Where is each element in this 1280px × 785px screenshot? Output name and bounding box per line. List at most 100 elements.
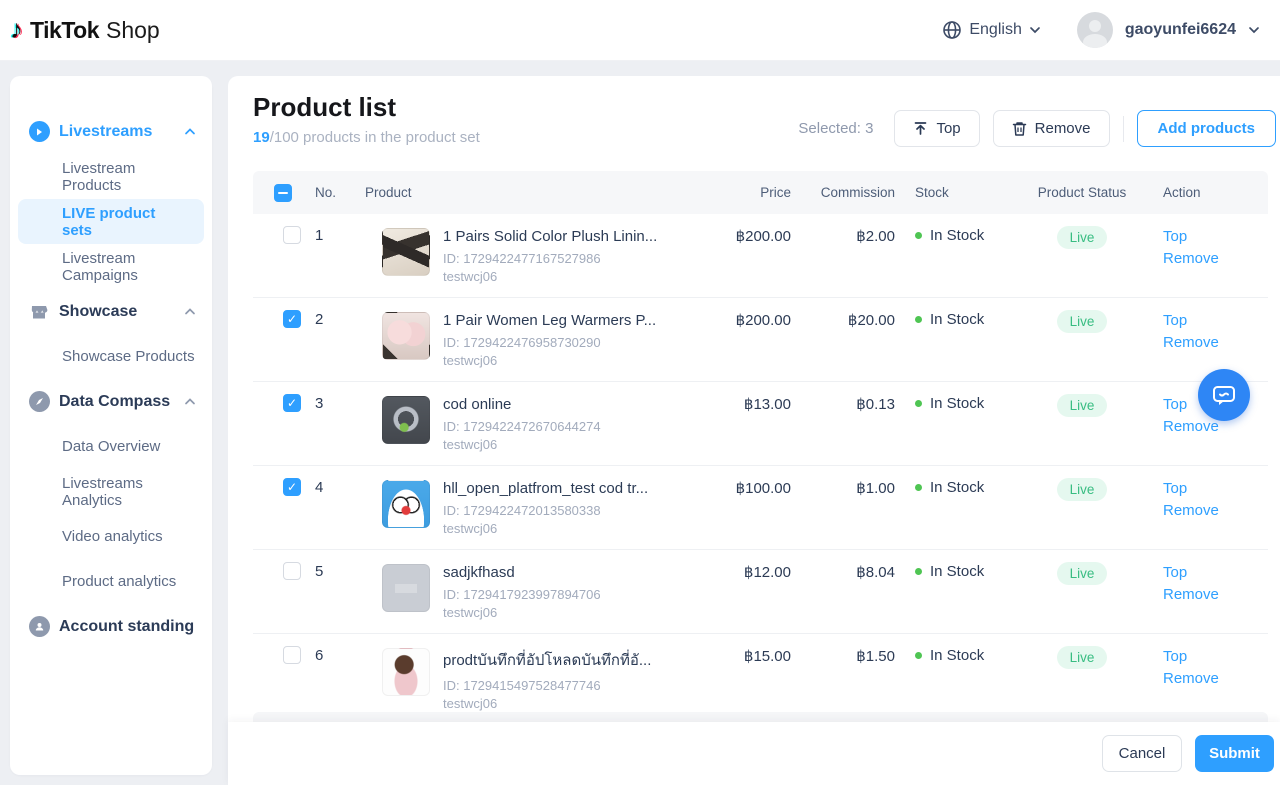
sidebar-section-account-standing[interactable]: Account standing	[10, 604, 212, 649]
section-label: Account standing	[59, 617, 195, 635]
product-cell: cod online ID: 1729422472670644274 testw…	[365, 382, 680, 454]
action-top-link[interactable]: Top	[1163, 396, 1188, 413]
drag-handle[interactable]	[253, 298, 283, 316]
product-name: 1 Pair Women Leg Warmers P...	[443, 312, 657, 329]
action-top-link[interactable]: Top	[1163, 480, 1188, 497]
sidebar-item-livestream-products[interactable]: Livestream Products	[10, 154, 212, 199]
sidebar-section-data-compass[interactable]: Data Compass	[10, 379, 212, 424]
stock-dot-icon	[915, 316, 922, 323]
sidebar-item-data-overview[interactable]: Data Overview	[10, 424, 212, 469]
product-cell: prodtบันทึกที่อัปโหลดบันทึกที่อั... ID: …	[365, 634, 680, 713]
product-shop: testwcj06	[443, 437, 498, 452]
user-menu[interactable]: gaoyunfei6624	[1076, 12, 1260, 48]
chevron-down-icon	[1029, 27, 1040, 34]
sidebar-item-video-analytics[interactable]: Video analytics	[10, 514, 212, 559]
product-shop: testwcj06	[443, 605, 498, 620]
table-row: 5 sadjkfhasd ID: 1729417923997894706 tes…	[253, 550, 1268, 634]
price-cell: ฿200.00	[735, 228, 791, 245]
chevron-up-icon	[185, 397, 195, 404]
table-body: 1 1 Pairs Solid Color Plush Linin... ID:…	[253, 214, 1268, 718]
product-thumbnail	[382, 564, 430, 612]
action-remove-link[interactable]: Remove	[1163, 418, 1219, 435]
row-number: 1	[315, 227, 324, 244]
select-all-checkbox[interactable]	[274, 183, 292, 202]
drag-handle[interactable]	[253, 214, 283, 232]
section-label: Showcase	[59, 302, 138, 320]
remove-button[interactable]: Remove	[992, 110, 1110, 147]
product-name: hll_open_platfrom_test cod tr...	[443, 480, 649, 497]
storefront-icon	[28, 301, 50, 323]
drag-handle[interactable]	[253, 382, 283, 400]
status-badge: Live	[1056, 646, 1108, 669]
item-label: LIVE product sets	[62, 204, 156, 239]
bulk-actions: Selected: 3 Top Remove Add products	[798, 110, 1276, 147]
action-top-link[interactable]: Top	[1163, 648, 1188, 665]
item-label: Product analytics	[62, 573, 177, 590]
row-checkbox[interactable]	[283, 562, 301, 580]
product-id: ID: 1729422476958730290	[443, 335, 601, 350]
table-row: 3 cod online ID: 1729422472670644274 tes…	[253, 382, 1268, 466]
stock-label: In Stock	[930, 563, 985, 580]
cancel-button[interactable]: Cancel	[1102, 735, 1182, 772]
product-cell: hll_open_platfrom_test cod tr... ID: 172…	[365, 466, 680, 538]
row-checkbox[interactable]	[283, 478, 301, 496]
sidebar-item-showcase-products[interactable]: Showcase Products	[10, 334, 212, 379]
row-number: 2	[315, 311, 324, 328]
move-to-top-icon	[915, 122, 927, 135]
row-checkbox[interactable]	[283, 310, 301, 328]
action-remove-link[interactable]: Remove	[1163, 250, 1219, 267]
tiktok-shop-logo[interactable]: ♪ TikTok Shop	[10, 16, 160, 44]
sidebar-section-livestreams[interactable]: Livestreams	[10, 109, 212, 154]
stock-cell: In Stock	[899, 466, 1029, 496]
action-top-link[interactable]: Top	[1163, 564, 1188, 581]
row-checkbox[interactable]	[283, 394, 301, 412]
chat-fab-button[interactable]	[1198, 369, 1250, 421]
sidebar-item-product-analytics[interactable]: Product analytics	[10, 559, 212, 604]
product-id: ID: 1729415497528477746	[443, 678, 601, 693]
action-cell: Top Remove	[1135, 298, 1268, 353]
language-selector[interactable]: English	[942, 20, 1040, 40]
trash-icon	[1012, 121, 1026, 136]
action-remove-link[interactable]: Remove	[1163, 502, 1219, 519]
section-label: Livestreams	[59, 122, 153, 140]
sidebar-item-livestreams-analytics[interactable]: Livestreams Analytics	[10, 469, 212, 514]
drag-handle[interactable]	[253, 634, 283, 652]
sidebar-item-livestream-campaigns[interactable]: Livestream Campaigns	[10, 244, 212, 289]
submit-button[interactable]: Submit	[1195, 735, 1274, 772]
stock-cell: In Stock	[899, 214, 1029, 244]
add-products-button[interactable]: Add products	[1136, 110, 1276, 147]
chat-bubble-icon	[1213, 386, 1235, 405]
sidebar-item-live-product-sets[interactable]: LIVE product sets	[18, 199, 204, 244]
product-name: sadjkfhasd	[443, 564, 515, 581]
drag-handle[interactable]	[253, 466, 283, 484]
row-checkbox[interactable]	[283, 646, 301, 664]
product-shop: testwcj06	[443, 353, 498, 368]
globe-icon	[943, 21, 962, 39]
commission-cell: ฿8.04	[856, 564, 895, 581]
product-shop: testwcj06	[443, 269, 498, 284]
action-remove-link[interactable]: Remove	[1163, 586, 1219, 603]
product-id: ID: 1729422472670644274	[443, 419, 601, 434]
chevron-up-icon	[185, 127, 195, 134]
commission-cell: ฿0.13	[856, 396, 895, 413]
item-label: Livestream Products	[62, 159, 136, 194]
product-id: ID: 1729422472013580338	[443, 503, 601, 518]
commission-cell: ฿20.00	[847, 312, 895, 329]
action-remove-link[interactable]: Remove	[1163, 670, 1219, 687]
action-top-link[interactable]: Top	[1163, 228, 1188, 245]
stock-cell: In Stock	[899, 634, 1029, 664]
drag-handle[interactable]	[253, 550, 283, 568]
action-remove-link[interactable]: Remove	[1163, 334, 1219, 351]
top-button[interactable]: Top	[894, 110, 980, 147]
table-row: 6 prodtบันทึกที่อัปโหลดบันทึกที่อั... ID…	[253, 634, 1268, 718]
action-top-link[interactable]: Top	[1163, 312, 1188, 329]
row-checkbox[interactable]	[283, 226, 301, 244]
item-label: Livestream Campaigns	[62, 249, 138, 284]
tiktok-note-icon: ♪	[10, 14, 23, 44]
count-current: 19	[253, 129, 270, 146]
item-label: Livestreams Analytics	[62, 474, 143, 509]
price-cell: ฿100.00	[735, 480, 791, 497]
status-badge: Live	[1056, 394, 1108, 417]
sidebar-section-showcase[interactable]: Showcase	[10, 289, 212, 334]
item-label: Data Overview	[62, 438, 161, 455]
